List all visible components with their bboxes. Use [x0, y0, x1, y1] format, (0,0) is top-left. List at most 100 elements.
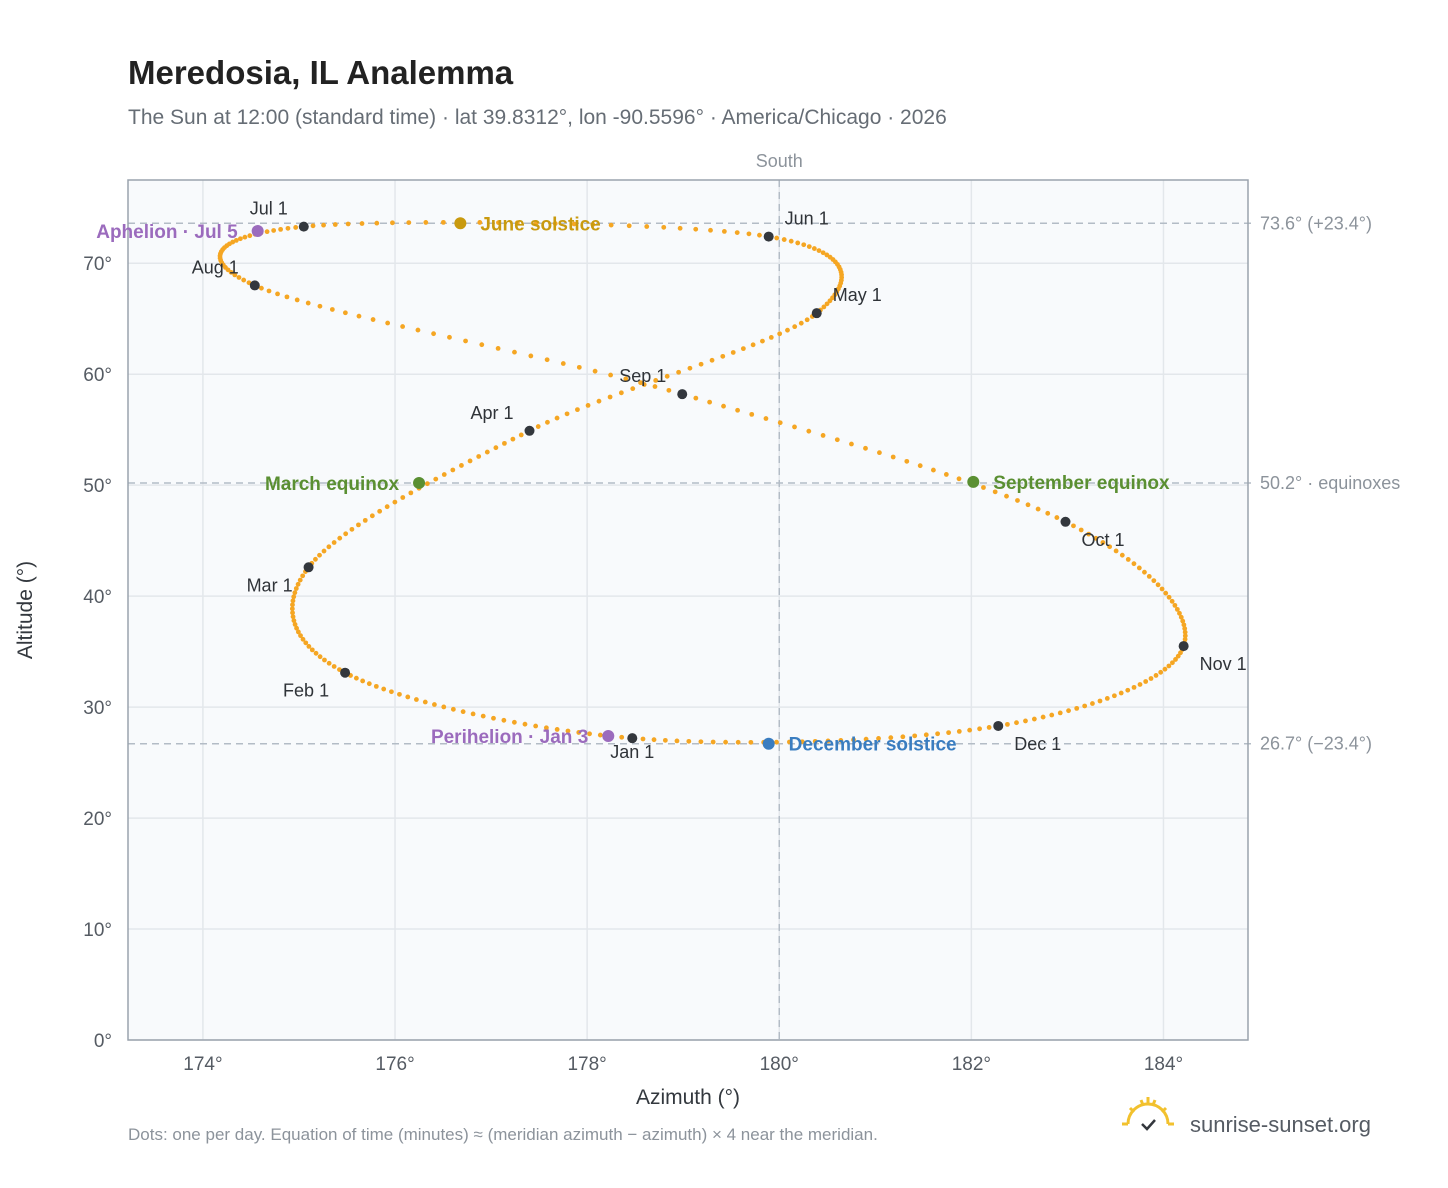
- x-axis-title: Azimuth (°): [636, 1086, 740, 1109]
- daily-dot: [1066, 708, 1071, 714]
- daily-dot: [946, 730, 952, 736]
- daily-dot: [321, 548, 327, 554]
- daily-dot: [763, 416, 769, 421]
- daily-dot: [306, 643, 312, 649]
- daily-dot: [1182, 633, 1188, 639]
- daily-dot: [900, 734, 906, 740]
- daily-dot: [935, 731, 941, 737]
- month-marker: [524, 425, 535, 436]
- daily-dot: [450, 706, 456, 712]
- daily-dot: [1040, 714, 1046, 720]
- daily-dot: [470, 711, 476, 717]
- month-label: Aug 1: [192, 257, 239, 277]
- daily-dot: [1142, 569, 1147, 575]
- daily-dot: [238, 236, 243, 242]
- daily-dot: [552, 221, 558, 226]
- daily-dot: [321, 222, 326, 228]
- daily-dot: [397, 691, 402, 697]
- daily-dot: [1100, 540, 1106, 545]
- daily-dot: [440, 219, 446, 225]
- month-label: Sep 1: [619, 366, 666, 386]
- daily-dot: [360, 678, 366, 684]
- daily-dot: [804, 317, 810, 323]
- daily-dot: [356, 313, 362, 319]
- daily-dot: [353, 675, 359, 681]
- daily-dot: [640, 736, 646, 742]
- daily-dot: [1174, 606, 1180, 612]
- daily-dot: [1173, 657, 1178, 662]
- daily-dot: [384, 504, 390, 510]
- daily-dot: [317, 654, 323, 660]
- daily-dot: [876, 736, 881, 741]
- daily-dot: [863, 736, 869, 742]
- daily-dot: [956, 729, 962, 734]
- daily-dot: [820, 250, 826, 256]
- daily-dot: [785, 327, 790, 333]
- daily-dot: [1166, 594, 1172, 600]
- daily-dot: [1177, 610, 1182, 616]
- month-label: Jul 1: [250, 199, 288, 219]
- daily-dot: [1151, 578, 1157, 584]
- daily-dot: [820, 433, 826, 438]
- daily-dot: [543, 725, 549, 731]
- daily-dot: [986, 725, 992, 730]
- daily-dot: [331, 664, 337, 669]
- daily-dot: [662, 737, 668, 743]
- reference-line-label: 26.7° (−23.4°): [1260, 734, 1372, 754]
- daily-dot: [824, 301, 830, 307]
- month-label: Jan 1: [610, 742, 654, 762]
- daily-dot: [359, 221, 365, 226]
- daily-dot: [1111, 693, 1117, 699]
- daily-dot: [838, 738, 844, 743]
- x-tick-label: 182°: [952, 1054, 991, 1075]
- daily-dot: [575, 407, 580, 413]
- daily-dot: [554, 727, 560, 732]
- daily-dot: [565, 728, 571, 734]
- daily-dot: [479, 342, 485, 348]
- daily-dot: [389, 689, 394, 695]
- y-axis-title: Altitude (°): [14, 561, 37, 659]
- month-markers: Jan 1 Feb 1 Mar 1 Apr 1 May 1 Jun 1 Jul 1 Aug 1…: [192, 199, 1247, 763]
- daily-dot: [560, 361, 566, 366]
- daily-dot: [1107, 544, 1113, 550]
- daily-dot: [587, 731, 592, 737]
- daily-dot: [1086, 531, 1092, 537]
- month-marker: [627, 733, 638, 744]
- daily-dot: [956, 476, 962, 482]
- daily-dot: [1119, 552, 1125, 558]
- daily-dot: [326, 544, 332, 550]
- daily-dot: [295, 629, 301, 635]
- month-marker: [249, 280, 260, 291]
- daily-dot: [342, 310, 348, 316]
- daily-dot: [293, 586, 299, 591]
- daily-dot: [806, 244, 812, 250]
- daily-dot: [292, 590, 298, 596]
- daily-dot: [735, 407, 740, 413]
- daily-dot: [774, 235, 780, 241]
- month-marker: [298, 221, 309, 232]
- month-label: Apr 1: [470, 403, 513, 423]
- chart-title: Meredosia, IL Analemma: [128, 54, 514, 91]
- daily-dot: [730, 350, 736, 355]
- daily-dot: [888, 735, 894, 741]
- daily-dot: [630, 386, 636, 392]
- daily-dot: [721, 403, 726, 409]
- daily-dot: [721, 228, 727, 234]
- daily-dot: [1104, 696, 1110, 701]
- month-marker: [677, 389, 688, 400]
- daily-dot: [309, 647, 315, 653]
- y-tick-label: 40°: [83, 587, 112, 608]
- daily-dot: [638, 380, 644, 386]
- daily-dot: [1143, 679, 1149, 684]
- x-tick-label: 184°: [1144, 1054, 1183, 1075]
- daily-dot: [931, 467, 936, 473]
- daily-dot: [576, 364, 582, 370]
- daily-dot: [374, 220, 380, 226]
- daily-dot: [1125, 687, 1131, 693]
- daily-dot: [228, 269, 234, 275]
- daily-dot: [459, 463, 464, 468]
- daily-dot: [385, 320, 391, 326]
- month-marker: [1060, 516, 1071, 527]
- daily-dot: [1125, 557, 1131, 562]
- daily-dot: [300, 636, 306, 642]
